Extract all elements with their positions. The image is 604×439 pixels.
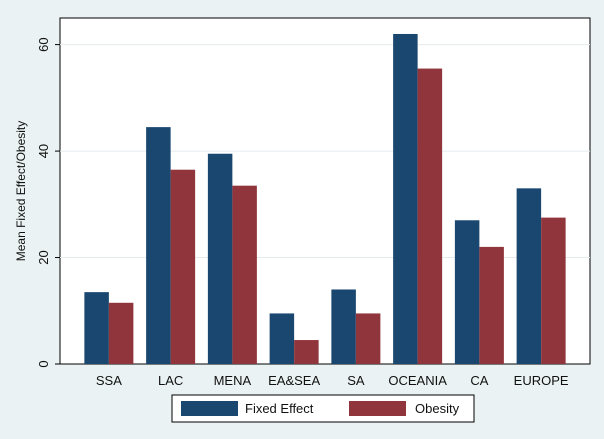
bar-fixed-effect	[207, 153, 233, 364]
x-axis: SSA LAC MENA EA&SEA SA OCEANIA CA EUROPE	[96, 373, 569, 388]
y-tick-label: 20	[36, 250, 51, 264]
y-axis: 0 20 40 60	[36, 37, 60, 368]
legend-swatch	[181, 401, 238, 416]
y-tick-label: 60	[36, 37, 51, 51]
x-tick-label: EA&SEA	[268, 373, 320, 388]
bar-fixed-effect	[269, 313, 295, 364]
y-tick-label: 0	[36, 360, 51, 367]
bar-obesity	[541, 217, 566, 364]
plot-area	[59, 17, 591, 365]
legend: Fixed Effect Obesity	[171, 394, 475, 423]
bar-fixed-effect	[331, 289, 356, 364]
bar-obesity	[170, 169, 196, 364]
bar-obesity	[232, 185, 257, 364]
bar-obesity	[355, 313, 381, 364]
x-tick-label: CA	[470, 373, 488, 388]
y-tick-label: 40	[36, 144, 51, 158]
bar-fixed-effect	[84, 292, 109, 364]
legend-label: Obesity	[415, 401, 460, 416]
bars	[84, 33, 566, 365]
x-tick-label: MENA	[214, 373, 252, 388]
bar-obesity	[479, 246, 504, 364]
x-tick-label: LAC	[158, 373, 183, 388]
bar-fixed-effect	[454, 220, 480, 364]
y-axis-title: Mean Fixed Effect/Obesity	[14, 121, 28, 262]
x-tick-label: OCEANIA	[388, 373, 447, 388]
x-tick-label: SA	[347, 373, 365, 388]
bar-obesity	[417, 68, 443, 365]
legend-swatch	[349, 401, 406, 416]
legend-label: Fixed Effect	[245, 401, 314, 416]
bar-fixed-effect	[393, 33, 418, 364]
x-tick-label: EUROPE	[514, 373, 569, 388]
bar-fixed-effect	[516, 188, 542, 364]
bar-obesity	[108, 302, 134, 364]
x-tick-label: SSA	[96, 373, 122, 388]
bar-fixed-effect	[146, 127, 171, 364]
bar-obesity	[294, 340, 319, 364]
